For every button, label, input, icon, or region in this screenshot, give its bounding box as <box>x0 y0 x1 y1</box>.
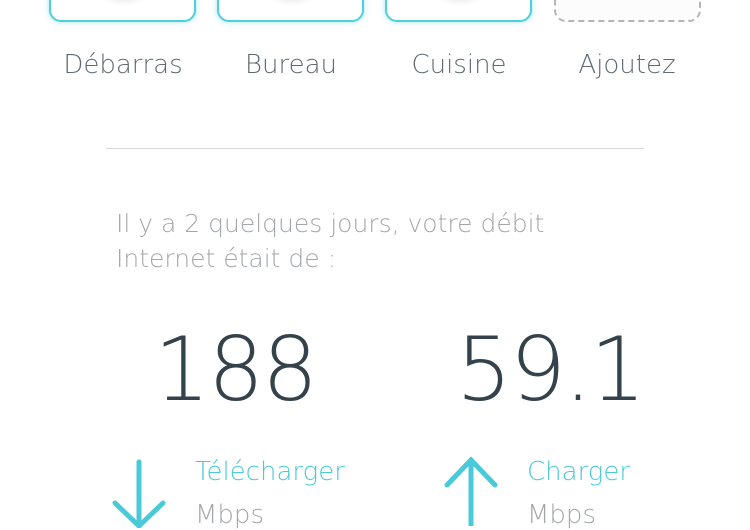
room-label: Cuisine <box>411 50 507 80</box>
upload-label: Charger <box>527 457 631 487</box>
arrow-down-icon <box>112 459 166 528</box>
room-tile-debarras[interactable] <box>49 0 196 22</box>
room-label: Débarras <box>63 50 183 80</box>
download-label: Télécharger <box>195 457 345 487</box>
room-label: Bureau <box>244 50 338 80</box>
add-room-tile[interactable] <box>554 0 701 22</box>
download-speed: 188 <box>154 318 318 421</box>
arrow-up-icon <box>444 456 498 526</box>
speed-note: Il y a 2 quelques jours, votre débit Int… <box>116 209 545 273</box>
download-unit: Mbps <box>195 500 264 530</box>
divider <box>106 148 644 149</box>
add-room-label[interactable]: Ajoutez <box>578 50 676 80</box>
upload-unit: Mbps <box>527 500 596 530</box>
upload-speed: 59.1 <box>456 318 646 421</box>
room-tile-cuisine[interactable] <box>385 0 532 22</box>
room-tile-bureau[interactable] <box>217 0 364 22</box>
